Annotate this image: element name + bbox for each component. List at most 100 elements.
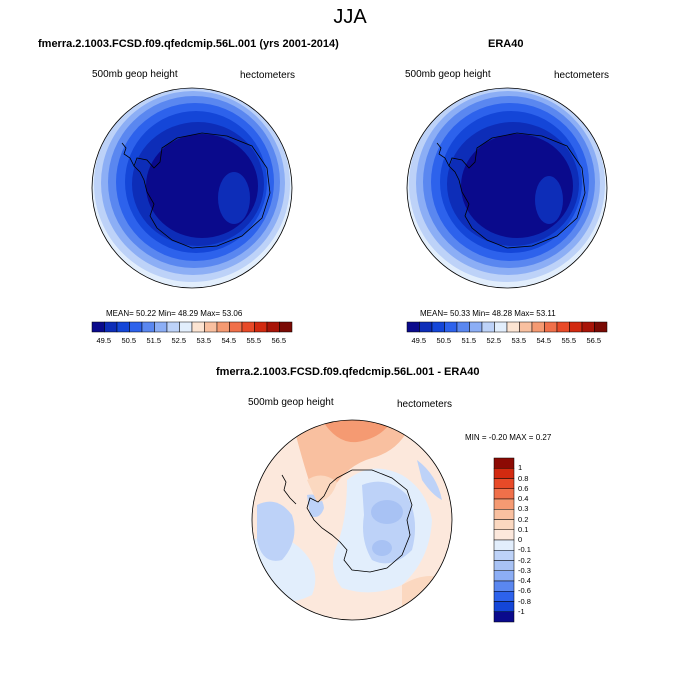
left-colorbar <box>91 321 293 333</box>
colorbar-swatch <box>493 591 515 602</box>
colorbar-swatch <box>519 321 533 333</box>
right-colorbar-labels: 49.5 50.5 51.5 52.5 53.5 54.5 55.5 56.5 <box>407 336 607 348</box>
colorbar-tick-label: 52.5 <box>171 336 187 345</box>
colorbar-swatch <box>493 580 515 592</box>
colorbar-tick-label: 54.5 <box>221 336 237 345</box>
colorbar-tick-label: -0.6 <box>518 586 531 596</box>
colorbar-swatch <box>431 321 445 333</box>
colorbar-swatch <box>406 321 420 333</box>
colorbar-tick-label: 52.5 <box>486 336 502 345</box>
bottom-panel-title: fmerra.2.1003.FCSD.f09.qfedcmip.56L.001 … <box>216 366 480 378</box>
left-panel-title: fmerra.2.1003.FCSD.f09.qfedcmip.56L.001 … <box>38 38 339 50</box>
colorbar-swatch <box>204 321 218 333</box>
left-units-label: hectometers <box>240 70 296 81</box>
colorbar-swatch <box>481 321 495 333</box>
left-stats: MEAN= 50.22 Min= 48.29 Max= 53.06 <box>106 309 243 318</box>
colorbar-swatch <box>241 321 255 333</box>
right-polar-map <box>406 87 608 289</box>
colorbar-swatch <box>493 509 515 520</box>
colorbar-tick-label: 53.5 <box>196 336 212 345</box>
colorbar-tick-label: 0.6 <box>518 483 529 493</box>
colorbar-swatch <box>116 321 130 333</box>
colorbar-swatch <box>493 529 515 541</box>
colorbar-swatch <box>493 519 515 530</box>
colorbar-swatch <box>493 611 515 623</box>
colorbar-tick-label: 1 <box>518 463 523 473</box>
colorbar-tick-label: 55.5 <box>246 336 262 345</box>
colorbar-tick-label: 51.5 <box>461 336 477 345</box>
colorbar-swatch <box>493 468 515 479</box>
colorbar-swatch <box>556 321 570 333</box>
colorbar-swatch <box>569 321 583 333</box>
colorbar-tick-label: 0.4 <box>518 494 529 503</box>
colorbar-swatch <box>419 321 433 333</box>
colorbar-tick-label: -0.3 <box>518 565 531 575</box>
left-colorbar-labels: 49.5 50.5 51.5 52.5 53.5 54.5 55.5 56.5 <box>92 336 292 348</box>
right-variable-label: 500mb geop height <box>405 69 491 80</box>
colorbar-swatch <box>104 321 118 333</box>
colorbar-swatch <box>129 321 143 333</box>
colorbar-swatch <box>531 321 545 333</box>
left-polar-map <box>91 87 293 289</box>
bottom-units-label: hectometers <box>397 399 453 410</box>
colorbar-tick-label: 56.5 <box>271 336 287 345</box>
colorbar-swatch <box>493 560 515 571</box>
colorbar-swatch <box>254 321 268 333</box>
colorbar-swatch <box>444 321 458 333</box>
colorbar-swatch <box>493 550 515 561</box>
bottom-stats: MIN = -0.20 MAX = 0.27 <box>465 433 552 442</box>
right-units-label: hectometers <box>554 70 610 81</box>
colorbar-swatch <box>154 321 168 333</box>
colorbar-swatch <box>493 478 515 489</box>
colorbar-tick-label: 0.1 <box>518 524 529 534</box>
colorbar-swatch <box>544 321 558 333</box>
colorbar-swatch <box>469 321 483 333</box>
colorbar-tick-label: 0.2 <box>518 514 529 524</box>
colorbar-swatch <box>166 321 180 333</box>
difference-polar-map <box>251 419 453 621</box>
colorbar-swatch <box>91 321 105 333</box>
colorbar-swatch <box>456 321 470 333</box>
colorbar-tick-label: -1 <box>518 606 525 616</box>
colorbar-tick-label: 56.5 <box>586 336 602 345</box>
colorbar-tick-label: -0.1 <box>518 545 531 555</box>
colorbar-swatch <box>179 321 193 333</box>
colorbar-swatch <box>494 321 508 333</box>
colorbar-tick-label: 50.5 <box>436 336 452 345</box>
colorbar-tick-label: -0.4 <box>518 576 531 585</box>
colorbar-tick-label: 0 <box>518 535 523 544</box>
colorbar-swatch <box>216 321 230 333</box>
colorbar-swatch <box>493 539 515 551</box>
colorbar-tick-label: 50.5 <box>121 336 137 345</box>
right-colorbar <box>406 321 608 333</box>
colorbar-tick-label: 51.5 <box>146 336 162 345</box>
difference-colorbar <box>493 457 515 623</box>
colorbar-swatch <box>493 457 515 469</box>
colorbar-swatch <box>191 321 205 333</box>
colorbar-tick-label: 0.3 <box>518 504 529 514</box>
colorbar-swatch <box>279 321 293 333</box>
colorbar-tick-label: 49.5 <box>411 336 427 345</box>
colorbar-tick-label: 53.5 <box>511 336 527 345</box>
colorbar-swatch <box>594 321 608 333</box>
colorbar-swatch <box>229 321 243 333</box>
colorbar-tick-label: -0.8 <box>518 596 531 606</box>
colorbar-tick-label: 0.8 <box>518 473 529 483</box>
colorbar-swatch <box>493 601 515 612</box>
difference-colorbar-labels: 1 0.8 0.6 0.4 0.3 0.2 0.1 0 -0.1 -0.2 -0.3 -0.4 -0.6… <box>518 458 548 622</box>
colorbar-swatch <box>493 570 515 582</box>
colorbar-swatch <box>581 321 595 333</box>
colorbar-swatch <box>493 488 515 500</box>
colorbar-tick-label: 54.5 <box>536 336 552 345</box>
right-panel-title: ERA40 <box>488 38 524 50</box>
colorbar-swatch <box>141 321 155 333</box>
colorbar-tick-label: -0.2 <box>518 555 531 565</box>
right-stats: MEAN= 50.33 Min= 48.28 Max= 53.11 <box>420 309 556 318</box>
colorbar-swatch <box>266 321 280 333</box>
colorbar-tick-label: 49.5 <box>96 336 112 345</box>
colorbar-tick-label: 55.5 <box>561 336 577 345</box>
bottom-variable-label: 500mb geop height <box>248 397 334 408</box>
colorbar-swatch <box>506 321 520 333</box>
figure-title: JJA <box>333 6 367 28</box>
left-variable-label: 500mb geop height <box>92 69 178 80</box>
